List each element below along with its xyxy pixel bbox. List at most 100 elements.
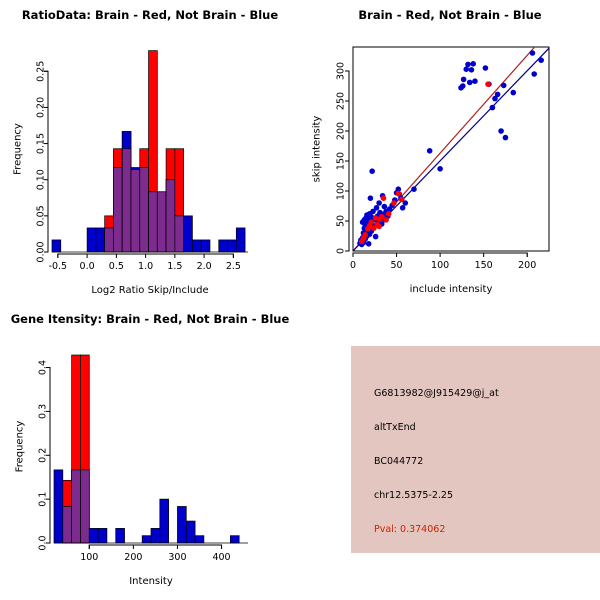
scatter-point [498, 128, 504, 134]
ratio-histogram-svg: -0.5 0.0 0.5 1.0 1.5 2.0 2.5 0.00 0.05 0.10 0.15 0.… [13, 50, 248, 296]
plot-frame [352, 46, 550, 252]
x-tick-label: 100 [80, 552, 98, 563]
scatter-point [376, 200, 382, 206]
x-tick-label: 400 [212, 552, 230, 563]
gene-histogram-svg: 100 200 300 400 0.0 0.1 0.2 0.3 0.4 Intensity Freq… [15, 354, 248, 587]
scatter-point [365, 241, 372, 247]
histogram-bar-blue-top [130, 167, 141, 170]
y-tick-label: 0.25 [36, 61, 47, 82]
scatter-point [383, 217, 389, 223]
x-tick-label: 300 [168, 552, 186, 563]
histogram-bar-blue [194, 535, 205, 544]
y-tick-label: 0 [336, 248, 347, 254]
scatter-point [385, 211, 392, 217]
x-axis-line [88, 544, 223, 549]
x-tick-label: 50 [391, 260, 403, 271]
y-axis-title: skip intensity [312, 116, 323, 183]
x-axis-title: Intensity [129, 576, 173, 587]
histogram-bar-blue [97, 528, 108, 544]
scatter-point [529, 50, 536, 56]
event-type-label: altTxEnd [374, 422, 416, 433]
panel-ratio-histogram: RatioData: Brain - Red, Not Brain - Blue… [0, 0, 300, 300]
histogram-bar-blue [86, 227, 97, 253]
accession-label: BC044772 [374, 456, 424, 467]
scatter-point [466, 79, 473, 86]
histogram-bar-blue [88, 528, 99, 544]
histogram-bar-blue [150, 528, 161, 544]
histogram-bar-blue [159, 498, 169, 544]
x-axis-title: include intensity [410, 284, 493, 295]
x-tick-label: 150 [475, 260, 493, 271]
scatter-point [395, 190, 402, 197]
x-tick-label: 0.0 [80, 261, 95, 272]
scatter-point [494, 91, 501, 98]
y-tick-label: 0.00 [36, 241, 47, 262]
x-tick-label: 200 [518, 260, 536, 271]
scatter-point [381, 203, 388, 210]
y-tick-label: 100 [336, 182, 347, 200]
panel-gene-intensity-histogram: Gene Itensity: Brain - Red, Not Brain - … [0, 300, 300, 600]
scatter-point [489, 104, 496, 111]
y-tick-label: 0.15 [36, 133, 47, 154]
histogram-bar-overlap [148, 191, 158, 253]
panel-gene-info: G6813982@J915429@j_at altTxEnd BC044772 … [300, 300, 600, 600]
histogram-bar-overlap [174, 215, 184, 253]
histogram-bar-blue [200, 239, 211, 253]
scatter-point [492, 95, 498, 102]
scatter-point [362, 232, 368, 238]
panel-intensity-scatter: Brain - Red, Not Brain - Blue 0 50 100 150 2… [300, 0, 600, 300]
scatter-point [376, 223, 382, 230]
y-tick-label: 0.1 [38, 492, 49, 507]
scatter-point [402, 200, 409, 206]
scatter-point [468, 67, 475, 73]
scatter-point [395, 186, 402, 192]
histogram-bar-blue [141, 535, 152, 544]
histogram-bar-overlap [130, 169, 141, 253]
x-tick-label: 200 [124, 552, 142, 563]
scatter-point [465, 61, 471, 68]
histogram-bar-overlap [139, 167, 149, 253]
y-tick-label: 0.10 [36, 169, 47, 190]
scatter-plot-title: Brain - Red, Not Brain - Blue [358, 8, 542, 22]
x-tick-label: 2.5 [226, 261, 241, 272]
scatter-point [380, 195, 387, 201]
scatter-point [459, 83, 466, 89]
scatter-point [411, 186, 417, 192]
x-tick-label: 0 [350, 260, 356, 271]
histogram-bar-blue [235, 227, 246, 253]
histogram-bar-overlap [104, 227, 114, 253]
y-tick-label: 0.3 [38, 404, 49, 419]
y-tick-label: 0.2 [38, 448, 49, 463]
intensity-scatter-svg: 0 50 100 150 200 0 50 100 150 200 250 300 include in… [312, 46, 550, 295]
scatter-point [510, 89, 517, 96]
scatter-point [369, 168, 375, 174]
histogram-bar-overlap [71, 469, 81, 544]
scatter-point [399, 205, 406, 211]
x-tick-label: 2.0 [197, 261, 212, 272]
x-tick-label: 1.0 [138, 261, 153, 272]
scatter-point [538, 57, 544, 63]
histogram-bar-overlap [80, 469, 90, 544]
scatter-point [485, 81, 491, 87]
scatter-point [472, 78, 478, 84]
gene-plot-title: Gene Itensity: Brain - Red, Not Brain - … [10, 312, 290, 326]
scatter-point [367, 195, 374, 201]
scatter-point [372, 233, 379, 240]
scatter-point [368, 219, 375, 225]
y-tick-label: 0.0 [38, 535, 49, 550]
scatter-point [463, 66, 470, 72]
info-box-text: G6813982@J915429@j_at altTxEnd BC044772 … [351, 346, 600, 553]
histogram-bar-blue-top [121, 131, 132, 150]
y-tick-label: 300 [336, 62, 347, 80]
histogram-bar-blue [115, 528, 125, 544]
scatter-point [460, 76, 467, 83]
y-tick-label: 0.20 [36, 97, 47, 118]
histogram-bar-overlap [62, 506, 72, 544]
histogram-bar-blue [218, 239, 228, 253]
y-tick-label: 50 [336, 215, 347, 227]
x-tick-label: 0.5 [109, 261, 124, 272]
scatter-point [372, 215, 379, 221]
scatter-point [502, 134, 509, 141]
histogram-bar-blue [230, 535, 240, 544]
ratio-plot-title: RatioData: Brain - Red, Not Brain - Blue [21, 8, 279, 22]
